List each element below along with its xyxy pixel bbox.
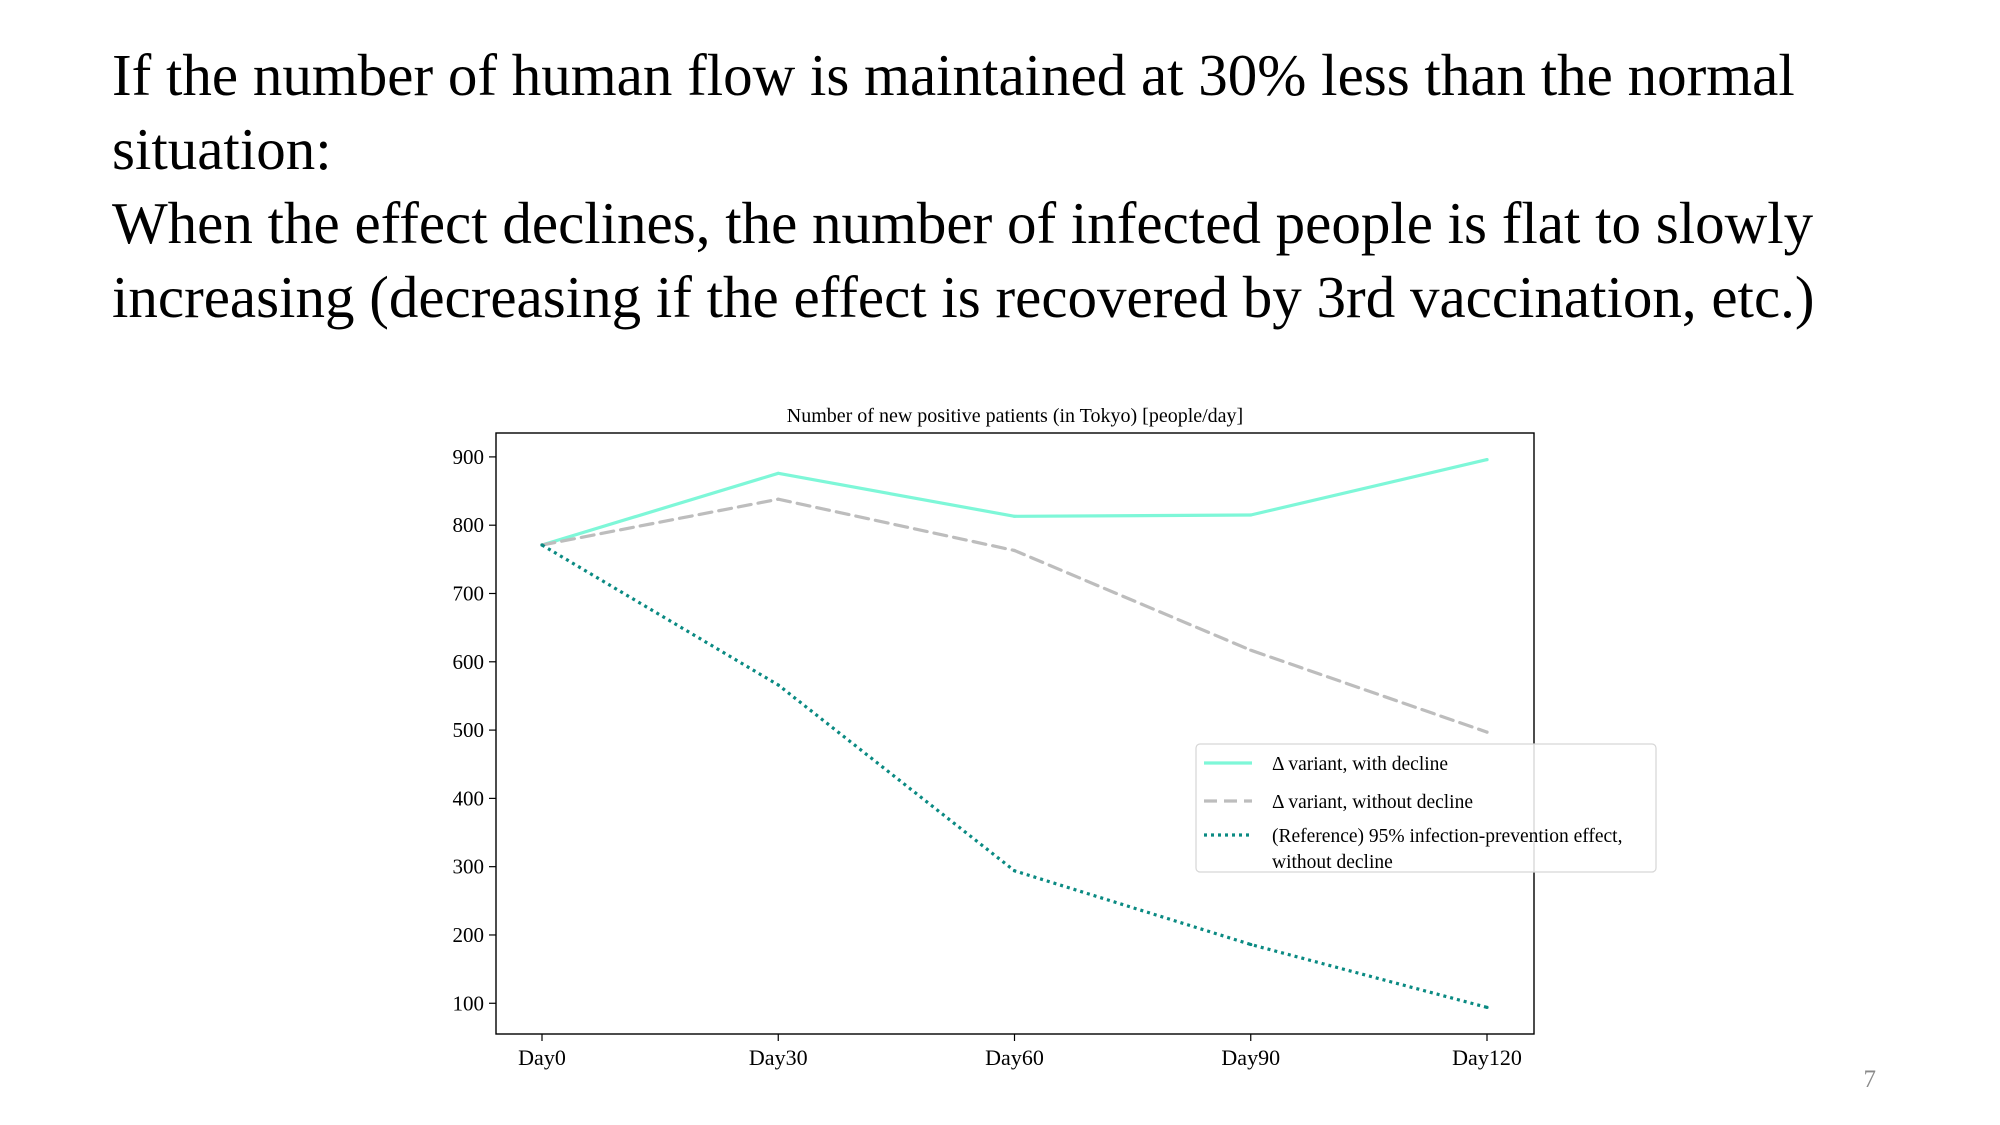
series-3-point — [1012, 869, 1017, 873]
heading-line: increasing (decreasing if the effect is … — [112, 264, 1815, 330]
series-1-point — [1249, 513, 1253, 517]
y-tick-label: 300 — [453, 855, 485, 879]
slide-number: 7 — [1863, 1066, 1877, 1093]
x-tick-label: Day60 — [985, 1045, 1044, 1070]
y-tick-label: 600 — [453, 650, 485, 674]
y-tick-label: 200 — [453, 923, 485, 947]
series-2-point — [1249, 648, 1253, 652]
x-tick-label: Day120 — [1452, 1045, 1522, 1070]
chart-title: Number of new positive patients (in Toky… — [787, 405, 1243, 427]
heading-line: situation: — [112, 116, 332, 182]
legend-label: (Reference) 95% infection-prevention eff… — [1272, 826, 1622, 847]
y-tick-label: 700 — [453, 581, 485, 605]
series-1-point — [1012, 514, 1017, 518]
heading-line: If the number of human flow is maintaine… — [112, 42, 1795, 108]
x-axis: Day0 Day30 Day60 Day90 Day120 — [518, 1034, 1522, 1070]
x-tick-label: Day90 — [1221, 1045, 1280, 1070]
series-line-1 — [540, 458, 1489, 547]
y-axis: 100 200 300 400 500 600 700 800 900 — [453, 445, 496, 1015]
series-3-point — [1249, 942, 1253, 947]
legend-label: Δ variant, without decline — [1272, 792, 1473, 813]
legend-label: without decline — [1272, 852, 1393, 873]
series-2-point — [776, 497, 780, 501]
series-1-point — [776, 471, 780, 475]
series-2-point — [1485, 730, 1489, 734]
y-tick-label: 400 — [453, 786, 485, 810]
x-tick-label: Day30 — [749, 1045, 808, 1070]
series-2-point — [1012, 548, 1017, 553]
legend: Δ variant, with decline Δ variant, withou… — [1195, 743, 1657, 873]
series-layer — [540, 458, 1489, 1009]
series-3-point — [540, 543, 544, 547]
series-3-point — [1485, 1005, 1489, 1009]
y-tick-label: 900 — [453, 445, 485, 469]
x-tick-label: Day0 — [518, 1045, 566, 1070]
legend-box — [1195, 743, 1657, 873]
series-line-2 — [540, 497, 1489, 734]
slide-heading: If the number of human flow is maintaine… — [112, 38, 1952, 334]
legend-label: Δ variant, with decline — [1272, 754, 1448, 775]
series-1-point — [1485, 458, 1489, 462]
y-tick-label: 100 — [453, 991, 485, 1015]
y-tick-label: 800 — [453, 513, 485, 537]
heading-line: When the effect declines, the number of … — [112, 190, 1814, 256]
y-tick-label: 500 — [453, 718, 485, 742]
series-3-point — [776, 683, 780, 687]
